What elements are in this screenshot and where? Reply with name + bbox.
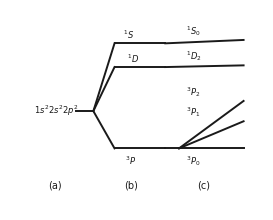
Text: $^3P$: $^3P$: [125, 154, 136, 167]
Text: $^3P_2$: $^3P_2$: [186, 85, 201, 99]
Text: (b): (b): [124, 181, 138, 191]
Text: $^1D$: $^1D$: [127, 52, 139, 65]
Text: (a): (a): [49, 181, 62, 191]
Text: $^1S$: $^1S$: [123, 28, 134, 41]
Text: $1s^2 2s^2 2p^2$: $1s^2 2s^2 2p^2$: [34, 104, 79, 118]
Text: $^3P_0$: $^3P_0$: [186, 154, 201, 168]
Text: $^3P_1$: $^3P_1$: [186, 105, 201, 119]
Text: $^1D_2$: $^1D_2$: [186, 49, 202, 63]
Text: $^1S_0$: $^1S_0$: [186, 24, 201, 38]
Text: (c): (c): [197, 181, 210, 191]
